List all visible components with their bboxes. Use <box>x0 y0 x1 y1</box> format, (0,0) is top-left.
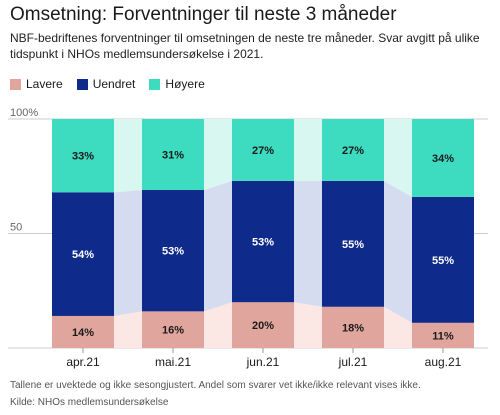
data-label-uendret-2: 53% <box>252 237 274 249</box>
band-lavere-2 <box>294 302 322 348</box>
legend-label-lavere: Lavere <box>26 77 63 91</box>
x-tick-label-1: mai.21 <box>155 355 191 369</box>
band-hoyere-1 <box>204 119 232 190</box>
band-lavere-0 <box>114 311 142 348</box>
band-uendret-1 <box>204 180 232 312</box>
data-label-lavere-1: 16% <box>162 325 184 337</box>
band-hoyere-3 <box>384 119 412 197</box>
bar-lavere-2 <box>232 302 294 348</box>
band-lavere-3 <box>384 306 412 348</box>
data-label-uendret-3: 55% <box>342 239 364 251</box>
bar-lavere-4 <box>412 322 474 348</box>
data-label-uendret-1: 53% <box>162 246 184 258</box>
legend: Lavere Uendret Høyere <box>10 77 205 91</box>
x-tick-label-2: jun.21 <box>246 355 280 369</box>
data-label-hoyere-4: 34% <box>432 153 454 165</box>
bar-lavere-1 <box>142 311 204 348</box>
bar-lavere-0 <box>52 315 114 348</box>
legend-label-uendret: Uendret <box>92 77 136 91</box>
band-uendret-0 <box>114 189 142 316</box>
legend-item-hoyere: Høyere <box>149 77 205 91</box>
legend-swatch-uendret <box>76 78 88 90</box>
x-tick-label-0: apr.21 <box>66 355 100 369</box>
data-label-lavere-0: 14% <box>72 327 94 339</box>
legend-label-hoyere: Høyere <box>165 77 205 91</box>
data-label-hoyere-0: 33% <box>72 151 94 163</box>
legend-item-lavere: Lavere <box>10 77 63 91</box>
legend-swatch-lavere <box>10 78 21 90</box>
data-label-hoyere-2: 27% <box>252 145 274 157</box>
bar-uendret-0 <box>52 192 114 316</box>
chart-subtitle: NBF-bedriftenes forventninger til omsetn… <box>10 31 480 61</box>
bar-uendret-1 <box>142 189 204 312</box>
bar-hoyere-1 <box>142 119 204 190</box>
source-note: Kilde: NHOs medlemsundersøkelse <box>10 397 169 408</box>
bar-hoyere-4 <box>412 119 474 197</box>
bar-lavere-3 <box>322 306 384 348</box>
band-uendret-3 <box>384 180 412 323</box>
band-hoyere-0 <box>114 119 142 193</box>
data-label-hoyere-1: 31% <box>162 149 184 161</box>
data-label-lavere-2: 20% <box>252 320 274 332</box>
legend-item-uendret: Uendret <box>76 77 136 91</box>
y-tick-label-2: 100% <box>10 107 38 119</box>
band-lavere-1 <box>204 302 232 348</box>
band-uendret-2 <box>294 180 322 307</box>
x-tick-label-3: jul.21 <box>338 355 368 369</box>
data-label-uendret-4: 55% <box>432 255 454 267</box>
bar-hoyere-0 <box>52 119 114 193</box>
data-label-hoyere-3: 27% <box>342 145 364 157</box>
data-label-lavere-3: 18% <box>342 322 364 334</box>
chart-title: Omsetning: Forventninger til neste 3 mån… <box>10 4 397 25</box>
band-hoyere-2 <box>294 119 322 181</box>
bar-hoyere-2 <box>232 119 294 181</box>
footnote: Tallene er uvektede og ikke sesongjuster… <box>10 380 421 391</box>
bar-hoyere-3 <box>322 119 384 181</box>
x-tick-label-4: aug.21 <box>425 355 462 369</box>
legend-swatch-hoyere <box>149 78 161 90</box>
bar-uendret-4 <box>412 196 474 323</box>
data-label-uendret-0: 54% <box>72 249 94 261</box>
bar-uendret-3 <box>322 180 384 307</box>
data-label-lavere-4: 11% <box>432 330 454 342</box>
y-tick-label-1: 50 <box>10 222 22 234</box>
bar-uendret-2 <box>232 180 294 303</box>
